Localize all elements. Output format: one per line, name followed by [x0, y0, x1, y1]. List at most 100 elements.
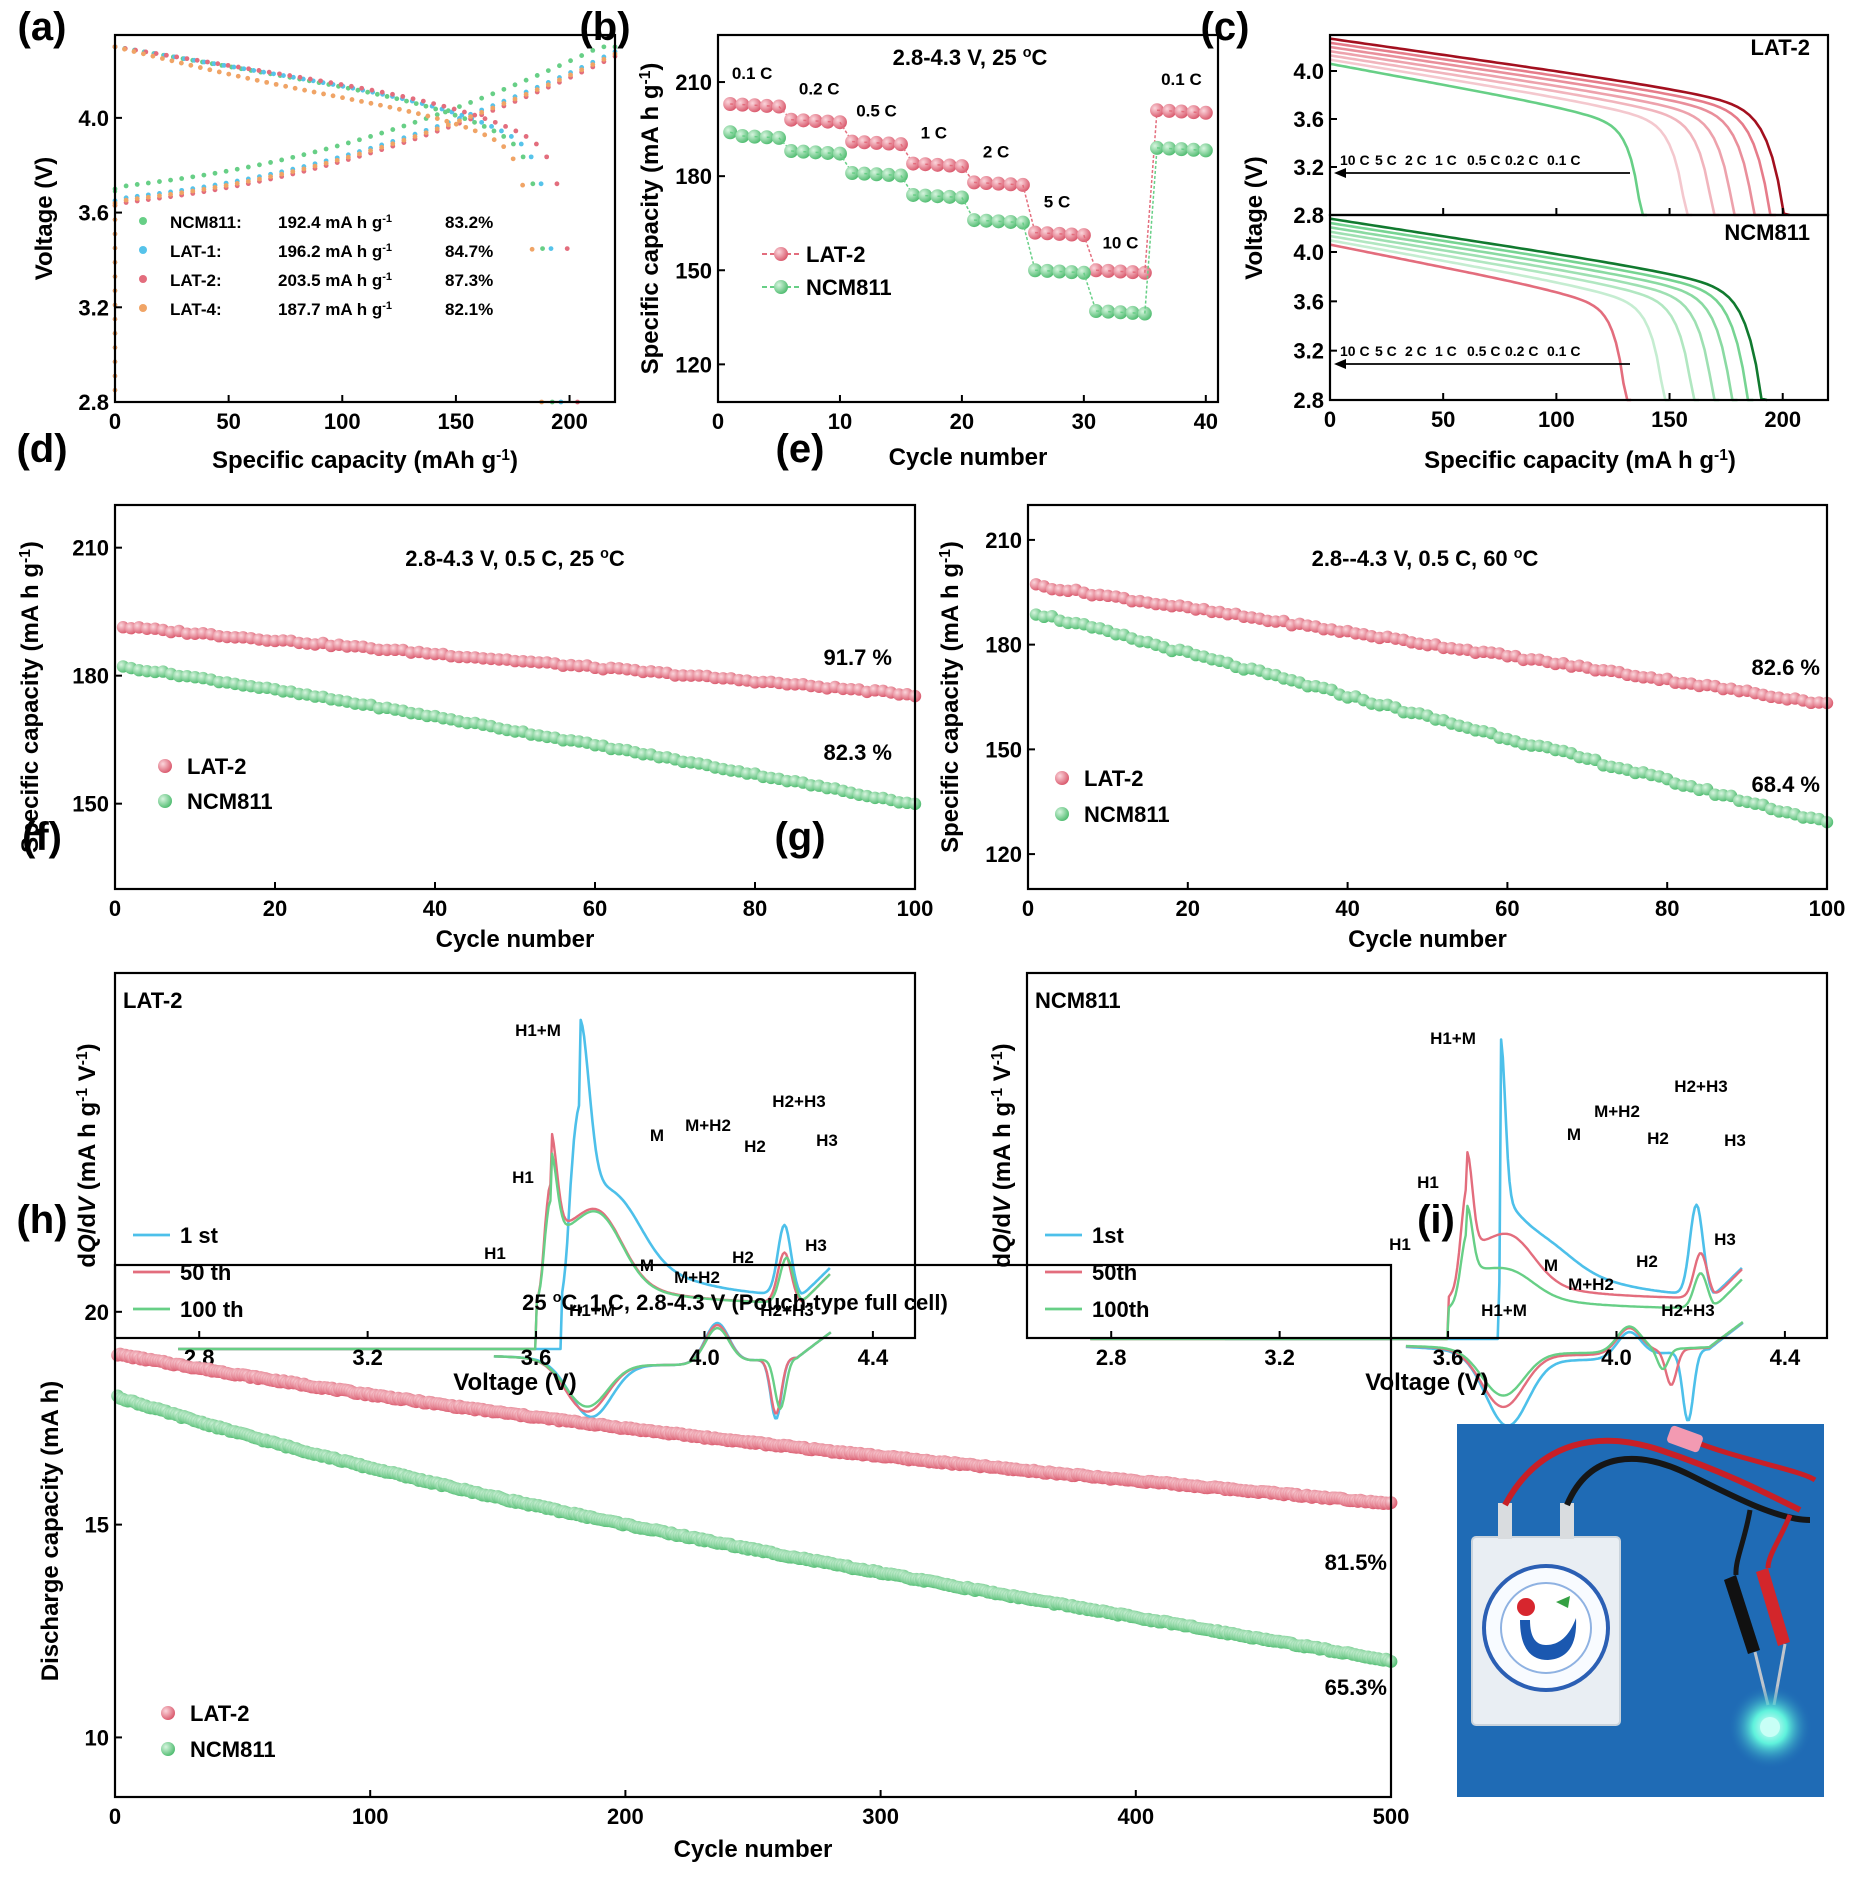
legend-capacity-exp: -1: [382, 213, 392, 225]
legend-marker: [774, 247, 788, 261]
charge-marker: [223, 168, 229, 174]
discharge-marker: [226, 71, 232, 77]
x-tick-label: 150: [438, 409, 475, 434]
y-tick-label: 3.6: [1293, 107, 1324, 132]
y-axis-label-part: ): [937, 541, 964, 549]
panel-a: 0 50 100 150 200 2.8 3.2 3.6 4.0 Specific capacit…: [31, 33, 618, 474]
rate-curve: [1329, 41, 1776, 217]
y-tick-label: 150: [675, 258, 712, 283]
charge-marker: [190, 174, 196, 180]
peak-label: H2: [1647, 1129, 1669, 1148]
charge-marker: [134, 196, 140, 202]
peak-label: M+H2: [674, 1268, 720, 1287]
charge-marker: [179, 190, 185, 196]
peak-label: M: [650, 1126, 664, 1145]
discharge-marker: [431, 101, 437, 106]
x-tick-label: 0: [1022, 896, 1034, 921]
inset-title: NCM811: [1035, 988, 1121, 1013]
black-clip: [1724, 1575, 1760, 1654]
discharge-marker: [254, 77, 260, 83]
y-axis-label-part: /d: [989, 1213, 1016, 1234]
y-axis-label-part: -1: [74, 1051, 91, 1065]
discharge-marker: [410, 96, 416, 102]
discharge-marker: [554, 181, 560, 187]
x-tick-label: 50: [216, 409, 240, 434]
discharge-marker: [153, 51, 159, 56]
discharge-marker: [359, 98, 364, 104]
y-axis-label-part: Q: [989, 1234, 1016, 1253]
discharge-marker: [264, 79, 270, 85]
discharge-marker: [491, 137, 497, 143]
discharge-marker: [387, 104, 393, 110]
charge-marker: [557, 63, 562, 69]
wire-clip: [1667, 1425, 1703, 1453]
rate-curve: [1329, 230, 1720, 402]
charge-marker: [468, 100, 473, 105]
rate-curve: [1329, 49, 1740, 217]
charge-marker: [290, 154, 296, 160]
discharge-marker: [290, 74, 296, 80]
discharge-marker: [540, 246, 545, 251]
discharge-marker: [266, 69, 272, 75]
discharge-marker: [529, 246, 535, 252]
discharge-marker: [348, 83, 354, 89]
charge-marker: [334, 157, 340, 163]
discharge-marker: [463, 124, 469, 130]
charge-marker: [357, 151, 362, 157]
charge-marker: [412, 134, 418, 139]
discharge-marker: [141, 51, 146, 57]
rate-label: 0.5 C: [1467, 343, 1500, 359]
charge-marker: [279, 157, 285, 163]
charge-marker: [490, 91, 496, 97]
red-wire: [1502, 1437, 1802, 1513]
charge-marker: [401, 137, 407, 143]
y-tick-label: 4.0: [78, 106, 109, 131]
rate-curve: [1329, 226, 1738, 402]
discharge-marker: [215, 61, 221, 67]
rate-label: 1 C: [1435, 343, 1457, 359]
y-axis-label-part: (mA h g: [989, 1102, 1016, 1197]
legend-capacity-exp: -1: [382, 242, 392, 254]
y-axis-label-part: ): [989, 1043, 1016, 1051]
chart-title-part: 2.8--4.3 V, 0.5 C, 60: [1312, 546, 1514, 571]
chart-title: 25 oC, 1 C, 2.8-4.3 V (Pouch-type full c…: [522, 1290, 948, 1315]
x-tick-label: 0: [109, 896, 121, 921]
discharge-marker: [277, 71, 282, 77]
x-tick-label: 100: [324, 409, 361, 434]
rate-connector: [1022, 184, 1036, 233]
panel-g: 2.8 3.2 3.6 4.0 4.4 Voltage (V) dQ/dV (mA h g-…: [989, 971, 1829, 1428]
peak-label: H2+H3: [760, 1301, 813, 1320]
legend-name: NCM811:: [170, 213, 242, 232]
pouch-logo-leaf: [1556, 1596, 1570, 1608]
x-axis-label-part: ): [1728, 447, 1736, 474]
charge-curve: [1090, 1204, 1743, 1341]
discharge-marker: [246, 66, 252, 72]
discharge-marker: [499, 128, 504, 134]
discharge-marker: [241, 66, 247, 72]
charge-marker: [168, 191, 173, 197]
peak-label: H2: [1636, 1252, 1658, 1271]
legend-marker: [1055, 771, 1069, 785]
charge-marker: [368, 148, 373, 154]
rate-label: 0.1 C: [1161, 70, 1202, 89]
peak-label: H1+M: [569, 1301, 615, 1320]
x-axis-label: Cycle number: [436, 926, 595, 953]
charge-marker: [412, 119, 418, 125]
panel-label: (c): [1201, 5, 1250, 49]
legend-name: LAT-4:: [170, 300, 222, 319]
discharge-marker: [520, 182, 526, 188]
y-tick-label: 3.6: [1293, 289, 1324, 314]
charge-marker: [390, 127, 396, 132]
x-axis-label-part: Specific capacity (mAh g: [212, 447, 496, 474]
discharge-marker: [564, 246, 570, 251]
charge-marker: [301, 166, 307, 172]
panel-label: (b): [579, 5, 630, 49]
legend-marker: [139, 304, 147, 312]
legend-name: LAT-2:: [170, 271, 222, 290]
x-tick-label: 40: [1194, 409, 1218, 434]
discharge-marker: [396, 106, 402, 112]
x-tick-label: 50: [1431, 407, 1455, 432]
discharge-marker: [330, 93, 336, 99]
discharge-marker: [548, 246, 554, 251]
charge-marker: [390, 141, 396, 147]
